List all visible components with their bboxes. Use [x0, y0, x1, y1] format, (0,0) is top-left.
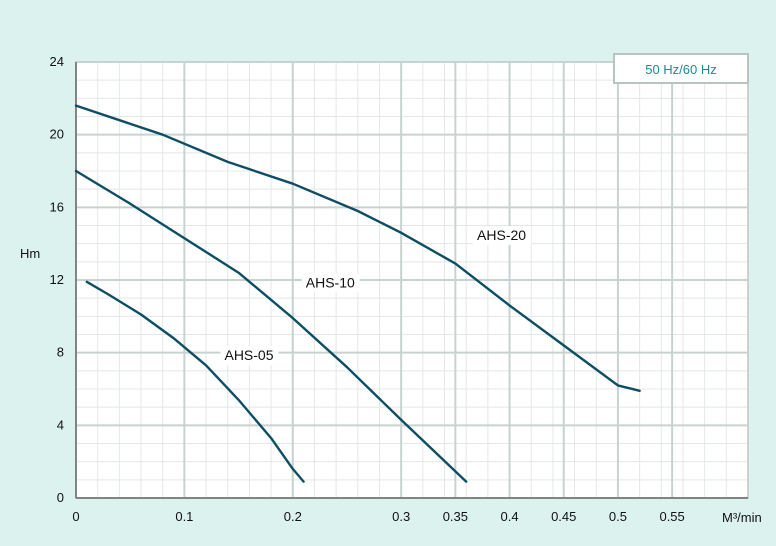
x-tick-label: 0.55: [659, 509, 684, 524]
series-label: AHS-10: [306, 274, 355, 290]
tick-labels: 0 0.1 0.2 0.3 0.35 0.4 0.45 0.5 0.55 0 4 8 12 16 20 24: [50, 54, 685, 524]
y-tick-label: 4: [57, 417, 64, 432]
y-tick-label: 0: [57, 490, 64, 505]
series-label: AHS-05: [224, 347, 273, 363]
x-tick-label: 0.1: [175, 509, 193, 524]
x-tick-label: 0.35: [443, 509, 468, 524]
x-tick-label: 0.4: [501, 509, 519, 524]
legend-label: 50 Hz/60 Hz: [645, 62, 717, 77]
x-tick-label: 0.5: [609, 509, 627, 524]
y-axis-title: Hm: [20, 246, 40, 261]
x-tick-label: 0: [72, 509, 79, 524]
series-labels: AHS-05 AHS-10 AHS-20: [220, 226, 532, 365]
axes-frame: [75, 61, 749, 499]
series-label-backdrop: [220, 345, 279, 365]
x-axis-title: M³/min: [722, 510, 762, 525]
series-label: AHS-20: [477, 227, 526, 243]
y-tick-label: 8: [57, 345, 64, 360]
y-tick-label: 24: [50, 54, 64, 69]
x-tick-label: 0.2: [284, 509, 302, 524]
series-label-backdrop: [301, 273, 360, 293]
y-tick-label: 12: [50, 272, 64, 287]
y-tick-label: 16: [50, 199, 64, 214]
series-line: [74, 104, 641, 392]
series-label-backdrop: [473, 226, 532, 246]
x-tick-label: 0.3: [392, 509, 410, 524]
y-tick-label: 20: [50, 127, 64, 142]
legend-frame: [613, 53, 749, 84]
series-line: [85, 280, 305, 483]
x-tick-label: 0.45: [551, 509, 576, 524]
series-lines: [74, 104, 641, 483]
series-line: [74, 169, 468, 483]
legend-box: 50 Hz/60 Hz: [613, 53, 749, 84]
